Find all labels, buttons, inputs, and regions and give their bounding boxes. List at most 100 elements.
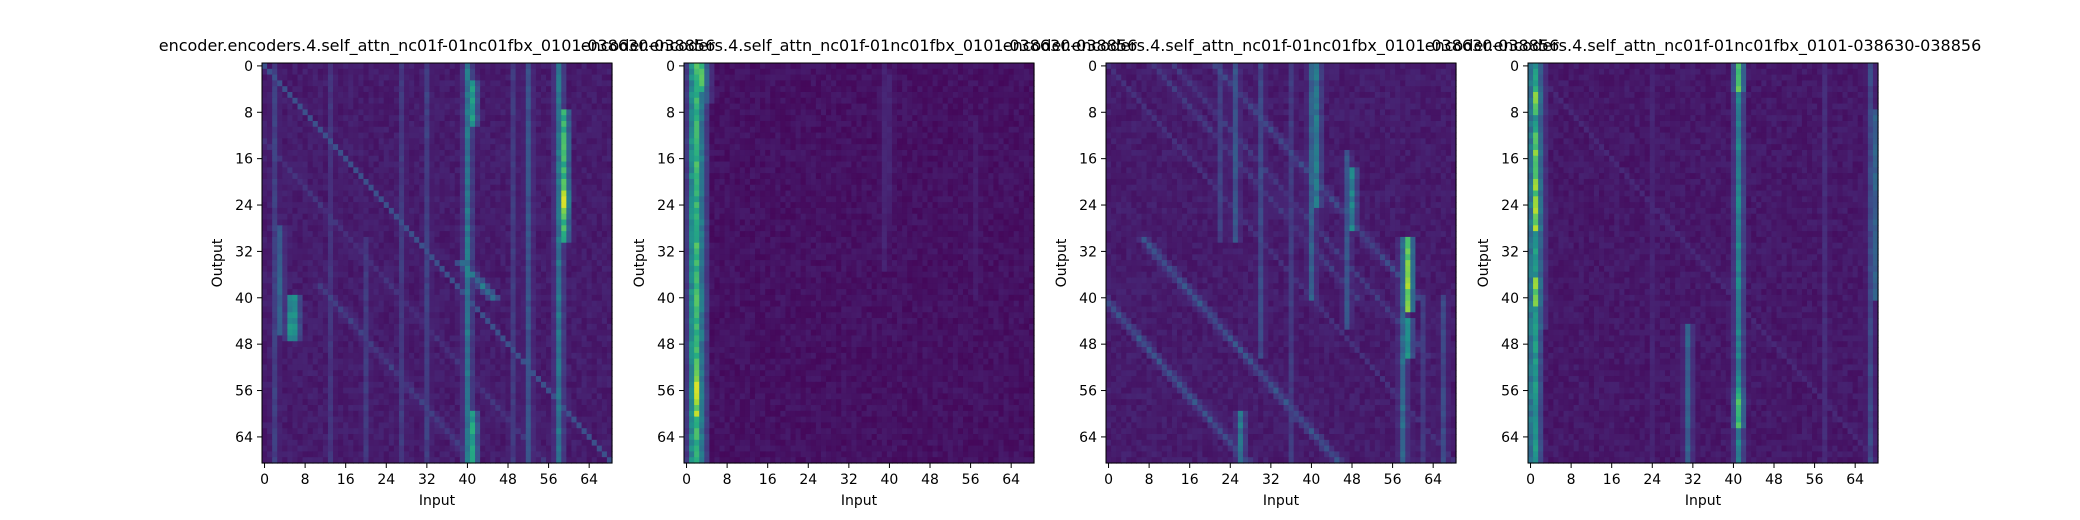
heatmap-cell: [368, 260, 375, 267]
heatmap-cell: [378, 323, 385, 331]
heatmap-cell: [322, 416, 329, 424]
heatmap-cell: [601, 196, 608, 203]
heatmap-cell: [551, 352, 557, 360]
heatmap-cell: [525, 410, 532, 418]
heatmap-cell: [495, 236, 501, 244]
heatmap-cell: [485, 225, 491, 232]
heatmap-cell: [353, 318, 359, 325]
heatmap-cell: [368, 381, 375, 389]
heatmap-cell: [368, 445, 375, 453]
heatmap-cell: [551, 294, 557, 302]
heatmap-cell: [277, 457, 283, 464]
heatmap-cell: [480, 190, 486, 197]
heatmap-cell: [383, 271, 390, 279]
heatmap-cell: [525, 120, 532, 128]
heatmap-cell: [480, 248, 486, 255]
heatmap-cell: [591, 260, 598, 267]
heatmap-cell: [601, 236, 608, 244]
heatmap-cell: [414, 173, 420, 180]
heatmap-cell: [333, 236, 339, 244]
heatmap-cell: [282, 376, 288, 383]
heatmap-cell: [322, 97, 329, 105]
heatmap-cell: [490, 457, 496, 464]
heatmap-cell: [439, 80, 446, 87]
heatmap-cell: [327, 410, 334, 418]
heatmap-cell: [338, 341, 344, 348]
heatmap-cell: [606, 410, 613, 418]
heatmap-cell: [434, 80, 441, 87]
heatmap-cell: [302, 167, 309, 174]
heatmap-cell: [317, 86, 324, 93]
heatmap-cell: [510, 74, 517, 81]
heatmap-cell: [444, 370, 451, 377]
heatmap-cell: [902, 63, 908, 70]
heatmap-cell: [505, 318, 512, 325]
heatmap-cell: [520, 387, 527, 395]
heatmap-cell: [368, 294, 375, 302]
heatmap-cell: [348, 457, 354, 464]
heatmap-cell: [317, 306, 324, 313]
heatmap-cell: [561, 312, 567, 319]
heatmap-cell: [434, 277, 441, 284]
heatmap-cell: [561, 80, 567, 87]
heatmap-cell: [601, 434, 608, 441]
heatmap-cell: [454, 254, 461, 261]
heatmap-cell: [591, 318, 598, 325]
heatmap-cell: [419, 364, 425, 371]
heatmap-cell: [277, 138, 283, 145]
heatmap-cell: [566, 178, 573, 186]
heatmap-cell: [535, 74, 542, 81]
heatmap-cell: [338, 387, 344, 395]
heatmap-cell: [606, 387, 613, 395]
heatmap-cell: [404, 329, 410, 337]
heatmap-cell: [734, 63, 741, 70]
heatmap-cell: [530, 219, 537, 226]
heatmap-cell: [464, 352, 471, 360]
heatmap-cell: [505, 393, 512, 400]
heatmap-cell: [464, 97, 471, 105]
heatmap-cell: [535, 184, 542, 192]
heatmap-cell: [327, 381, 334, 389]
heatmap-cell: [424, 242, 430, 250]
heatmap-cell: [297, 225, 304, 232]
heatmap-cell: [566, 439, 573, 447]
heatmap-cell: [459, 115, 466, 122]
heatmap-cell: [312, 207, 319, 215]
heatmap-cell: [322, 80, 329, 87]
heatmap-cell: [292, 422, 299, 429]
heatmap-cell: [469, 451, 476, 458]
heatmap-cell: [302, 115, 309, 122]
heatmap-cell: [297, 289, 304, 296]
heatmap-cell: [338, 68, 344, 76]
heatmap-cell: [358, 161, 365, 168]
heatmap-cell: [469, 439, 476, 447]
heatmap-cell: [348, 422, 354, 429]
heatmap-cell: [485, 91, 491, 99]
heatmap-cell: [373, 399, 380, 406]
heatmap-cell: [495, 387, 501, 395]
heatmap-cell: [272, 184, 278, 192]
heatmap-cell: [358, 103, 365, 110]
heatmap-cell: [439, 370, 446, 377]
heatmap-cell: [297, 120, 304, 128]
heatmap-cell: [277, 213, 283, 221]
heatmap-cell: [942, 63, 949, 70]
heatmap-cell: [322, 364, 329, 371]
heatmap-cell: [343, 173, 349, 180]
heatmap-cell: [454, 248, 461, 255]
heatmap-cell: [262, 445, 268, 453]
heatmap-cell: [322, 370, 329, 377]
heatmap-cell: [368, 161, 375, 168]
heatmap-cell: [429, 190, 436, 197]
heatmap-cell: [287, 120, 294, 128]
heatmap-cell: [515, 451, 522, 458]
heatmap-cell: [561, 323, 567, 331]
heatmap-cell: [596, 422, 603, 429]
heatmap-cell: [297, 138, 304, 145]
heatmap-cell: [267, 103, 273, 110]
heatmap-cell: [495, 91, 501, 99]
heatmap-cell: [282, 352, 288, 360]
heatmap-cell: [485, 86, 491, 93]
heatmap-cell: [388, 178, 395, 186]
heatmap-cell: [805, 74, 812, 81]
